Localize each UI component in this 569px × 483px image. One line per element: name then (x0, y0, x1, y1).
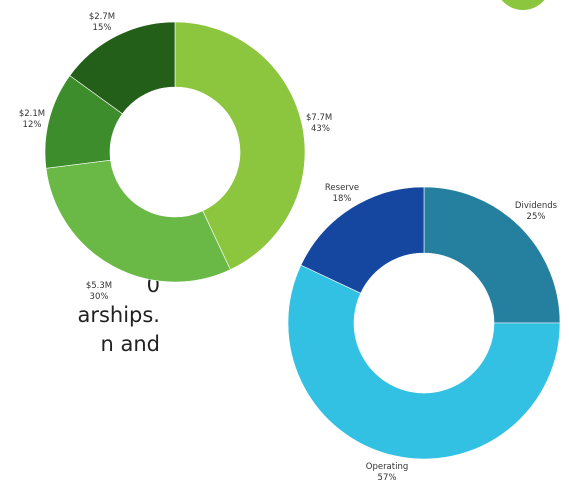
body-text-line: n and (100, 332, 161, 356)
slice-label-percent: 25% (527, 212, 546, 222)
donut-slice (45, 159, 231, 283)
donut-slice (69, 21, 176, 115)
corner-decoration (495, 0, 551, 10)
slice-label-value: $5.3M (86, 281, 112, 291)
slice-label-value: $2.7M (89, 12, 115, 22)
slice-label-name: Operating (366, 462, 409, 472)
slice-label-percent: 12% (23, 120, 42, 130)
slice-label-percent: 43% (311, 124, 330, 134)
body-text-line: arships. (77, 302, 160, 327)
slice-label-percent: 57% (378, 473, 397, 483)
slice-label-percent: 18% (333, 194, 352, 204)
donut-slice (287, 264, 561, 460)
slice-label-percent: 15% (93, 23, 112, 33)
blue-donut-chart (287, 186, 561, 460)
slice-label-name: Reserve (325, 183, 359, 193)
donut-slice (423, 186, 561, 324)
donut-slice (174, 21, 306, 271)
donut-slice (300, 186, 425, 294)
slice-label-value: $7.7M (306, 113, 332, 123)
slice-label-percent: 30% (90, 292, 109, 302)
slice-label-value: $2.1M (19, 109, 45, 119)
green-donut-chart (44, 21, 306, 283)
slice-label-name: Dividends (515, 201, 558, 211)
